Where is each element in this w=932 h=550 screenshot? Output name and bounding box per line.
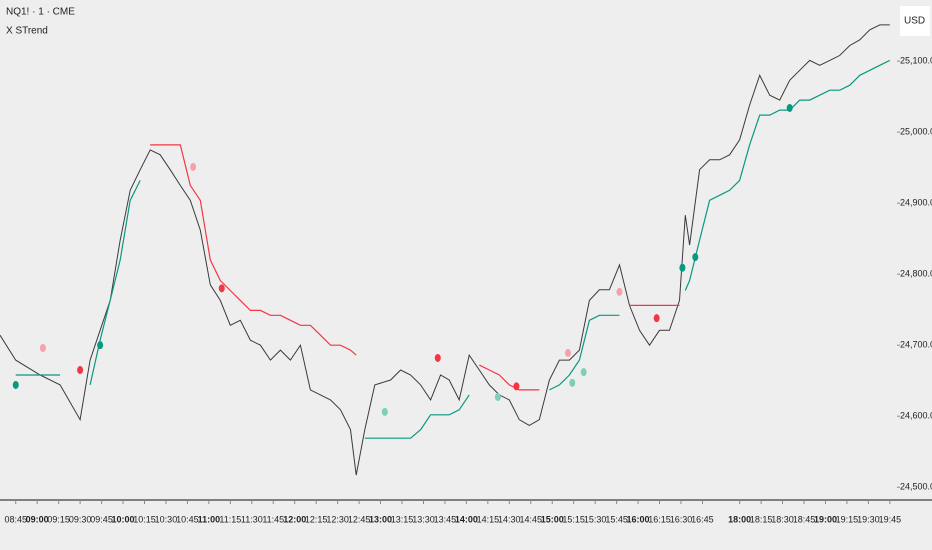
x-tick-label: 18:00 xyxy=(728,514,751,524)
y-axis-label: USD xyxy=(904,16,925,27)
y-tick-label: 24,900.00 xyxy=(900,198,932,208)
x-tick-label: 09:15 xyxy=(47,514,70,524)
x-tick-label: 09:45 xyxy=(90,514,113,524)
signal-marker xyxy=(494,393,501,402)
signal-marker xyxy=(513,382,520,391)
y-tick-label: 24,600.00 xyxy=(900,411,932,421)
x-tick-label: 18:15 xyxy=(750,514,773,524)
x-tick-label: 16:30 xyxy=(670,514,693,524)
signal-marker xyxy=(679,263,686,272)
x-tick-label: 19:15 xyxy=(836,514,859,524)
x-tick-label: 10:15 xyxy=(133,514,156,524)
y-tick-label: 24,500.00 xyxy=(900,482,932,492)
signal-marker xyxy=(580,368,587,377)
x-tick-label: 12:30 xyxy=(326,514,349,524)
x-tick-label: 14:00 xyxy=(455,514,478,524)
x-tick-label: 11:15 xyxy=(219,514,241,524)
x-tick-label: 13:15 xyxy=(391,514,414,524)
signal-marker xyxy=(77,366,84,375)
x-tick-label: 10:45 xyxy=(176,514,199,524)
signal-marker xyxy=(218,284,225,293)
trend-line xyxy=(150,144,680,391)
y-tick-label: 25,000.00 xyxy=(900,126,932,136)
signal-marker xyxy=(434,353,441,362)
y-tick-label: 25,100.00 xyxy=(900,55,932,65)
signal-marker xyxy=(97,341,104,350)
x-tick-label: 10:00 xyxy=(112,514,135,524)
x-tick-label: 11:45 xyxy=(262,514,284,524)
currency-box xyxy=(900,6,930,36)
signal-marker xyxy=(12,380,19,389)
x-tick-label: 10:30 xyxy=(155,514,178,524)
signal-marker xyxy=(653,314,660,323)
signal-marker xyxy=(692,253,699,262)
x-tick-label: 15:00 xyxy=(541,514,564,524)
trend-line xyxy=(15,59,891,439)
price-line xyxy=(0,24,890,476)
x-tick-label: 08:45 xyxy=(4,514,27,524)
x-tick-label: 09:00 xyxy=(26,514,49,524)
x-tick-label: 12:15 xyxy=(305,514,328,524)
x-tick-label: 09:30 xyxy=(69,514,92,524)
x-tick-label: 15:15 xyxy=(562,514,585,524)
indicator-name: X STrend xyxy=(6,26,48,37)
y-tick-label: 24,700.00 xyxy=(900,340,932,350)
x-tick-label: 19:30 xyxy=(857,514,880,524)
x-tick-label: 18:30 xyxy=(771,514,794,524)
x-tick-label: 13:45 xyxy=(434,514,457,524)
chart-title: NQ1! · 1 · CME xyxy=(6,7,75,18)
x-tick-label: 12:45 xyxy=(348,514,371,524)
x-tick-label: 16:00 xyxy=(627,514,650,524)
signal-marker xyxy=(190,162,197,171)
signal-marker xyxy=(564,348,571,357)
x-tick-label: 18:45 xyxy=(793,514,816,524)
x-tick-label: 12:00 xyxy=(283,514,306,524)
x-tick-label: 13:00 xyxy=(369,514,392,524)
y-tick-label: 24,800.00 xyxy=(900,269,932,279)
x-tick-label: 11:30 xyxy=(241,514,263,524)
x-tick-label: 15:30 xyxy=(584,514,607,524)
x-tick-label: 16:15 xyxy=(648,514,671,524)
x-tick-label: 14:45 xyxy=(519,514,542,524)
x-tick-label: 19:00 xyxy=(814,514,837,524)
x-tick-label: 11:00 xyxy=(198,514,221,524)
signal-marker xyxy=(616,287,623,296)
signal-marker xyxy=(569,378,576,387)
signal-marker xyxy=(39,344,46,353)
x-tick-label: 13:30 xyxy=(412,514,435,524)
x-tick-label: 15:45 xyxy=(605,514,628,524)
x-tick-label: 14:15 xyxy=(477,514,500,524)
x-tick-label: 14:30 xyxy=(498,514,521,524)
x-tick-label: 19:45 xyxy=(879,514,902,524)
signal-marker xyxy=(786,103,793,112)
signal-marker xyxy=(381,407,388,416)
x-tick-label: 16:45 xyxy=(691,514,714,524)
